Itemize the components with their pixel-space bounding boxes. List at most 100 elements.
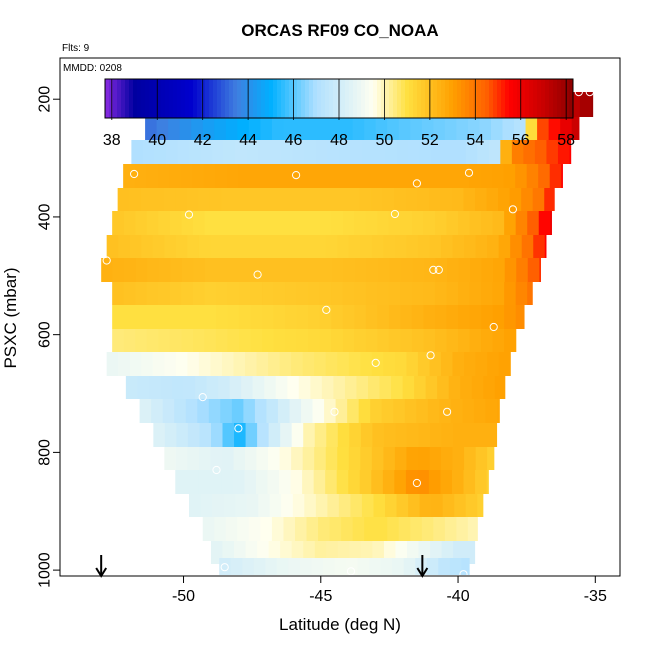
- colorbar-segment: [309, 79, 314, 118]
- heatmap-row: [112, 305, 525, 329]
- date-note: MMDD: 0208: [63, 63, 122, 74]
- heatmap-cell: [170, 258, 183, 282]
- heatmap-cell: [336, 188, 349, 211]
- heatmap-cell: [375, 117, 388, 140]
- heatmap-cell: [223, 140, 236, 164]
- heatmap-cell: [193, 258, 206, 282]
- heatmap-cell: [264, 376, 277, 399]
- heatmap-cell: [463, 470, 476, 494]
- colorbar-segment: [289, 79, 294, 118]
- heatmap-cell: [534, 140, 548, 164]
- flight-point: [234, 424, 243, 433]
- heatmap-cell: [181, 305, 194, 329]
- heatmap-cell: [129, 352, 142, 376]
- heatmap-cell: [452, 447, 465, 470]
- heatmap-cell: [370, 399, 383, 423]
- heatmap-cell: [544, 188, 555, 211]
- heatmap-cell: [385, 140, 398, 164]
- heatmap-cell: [302, 447, 315, 470]
- heatmap-cell: [388, 305, 401, 329]
- heatmap-cell: [124, 258, 137, 282]
- heatmap-cell: [192, 329, 205, 352]
- colorbar-segment: [221, 79, 226, 118]
- colorbar-segment: [477, 79, 482, 118]
- heatmap-cell: [238, 282, 252, 305]
- heatmap-cell: [469, 211, 482, 235]
- heatmap-row: [101, 258, 541, 282]
- heatmap-cell: [365, 305, 378, 329]
- heatmap-cell: [337, 352, 350, 376]
- heatmap-cell: [314, 447, 327, 470]
- heatmap-cell: [123, 282, 136, 305]
- heatmap-cell: [342, 305, 355, 329]
- heatmap-cell: [479, 117, 492, 140]
- heatmap-cell: [291, 352, 304, 376]
- heatmap-cell: [504, 305, 517, 329]
- heatmap-cell: [350, 494, 363, 517]
- heatmap-cell: [212, 140, 225, 164]
- heatmap-cell: [192, 305, 205, 329]
- heatmap-cell: [368, 376, 381, 399]
- heatmap-cell: [388, 164, 401, 188]
- heatmap-cell: [281, 494, 294, 517]
- colorbar-segment: [217, 79, 222, 118]
- heatmap-cell: [146, 164, 159, 188]
- colorbar-segment: [425, 79, 430, 118]
- heatmap-cell: [515, 282, 528, 305]
- heatmap-cell: [546, 140, 559, 164]
- heatmap-cell: [267, 470, 280, 494]
- flight-point: [574, 88, 583, 97]
- heatmap-cell: [346, 558, 359, 575]
- colorbar-segment: [229, 79, 234, 118]
- heatmap-cell: [298, 376, 311, 399]
- heatmap-cell: [276, 558, 289, 575]
- heatmap-cell: [487, 352, 500, 376]
- heatmap-cell: [216, 258, 229, 282]
- heatmap-cell: [487, 235, 500, 258]
- heatmap-cell: [141, 352, 154, 376]
- heatmap-cell: [245, 447, 258, 470]
- heatmap-cell: [426, 558, 439, 575]
- colorbar-segment: [373, 79, 378, 118]
- heatmap-cell: [234, 423, 247, 447]
- heatmap-cell: [306, 117, 319, 140]
- heatmap-cell: [366, 258, 379, 282]
- heatmap-cell: [308, 211, 321, 235]
- heatmap-cell: [118, 235, 131, 258]
- heatmap-cell: [320, 258, 333, 282]
- heatmap-cell: [187, 352, 200, 376]
- heatmap-cell: [233, 352, 246, 376]
- heatmap-cell: [123, 329, 136, 352]
- heatmap-cell: [539, 258, 541, 282]
- heatmap-cell: [464, 423, 477, 447]
- colorbar-segment: [301, 79, 306, 118]
- heatmap-cell: [302, 352, 315, 376]
- colorbar-segment: [329, 79, 334, 118]
- heatmap-cell: [153, 423, 166, 447]
- heatmap-cell: [334, 558, 347, 575]
- heatmap-cell: [514, 117, 527, 140]
- heatmap-cell: [186, 470, 199, 494]
- heatmap-cell: [377, 329, 390, 352]
- heatmap-row: [145, 117, 580, 140]
- heatmap-cell: [215, 282, 229, 305]
- colorbar-segment: [509, 79, 514, 118]
- colorbar-segment: [253, 79, 258, 118]
- heatmap-cell: [503, 164, 516, 188]
- heatmap-cell: [162, 399, 175, 423]
- heatmap-row: [112, 329, 517, 352]
- heatmap-cell: [299, 558, 313, 575]
- colorbar-segment: [269, 79, 274, 118]
- flight-point: [464, 168, 474, 177]
- colorbar-segment: [513, 79, 518, 118]
- colorbar-segment: [349, 79, 354, 118]
- heatmap-row: [139, 399, 500, 423]
- heatmap-cell: [296, 282, 309, 305]
- heatmap-cell: [169, 211, 182, 235]
- heatmap-cell: [229, 376, 242, 399]
- flight-point: [585, 88, 594, 97]
- heatmap-cell: [350, 140, 363, 164]
- heatmap-cell: [147, 258, 160, 282]
- flight-point: [429, 265, 438, 274]
- heatmap-cell: [273, 282, 286, 305]
